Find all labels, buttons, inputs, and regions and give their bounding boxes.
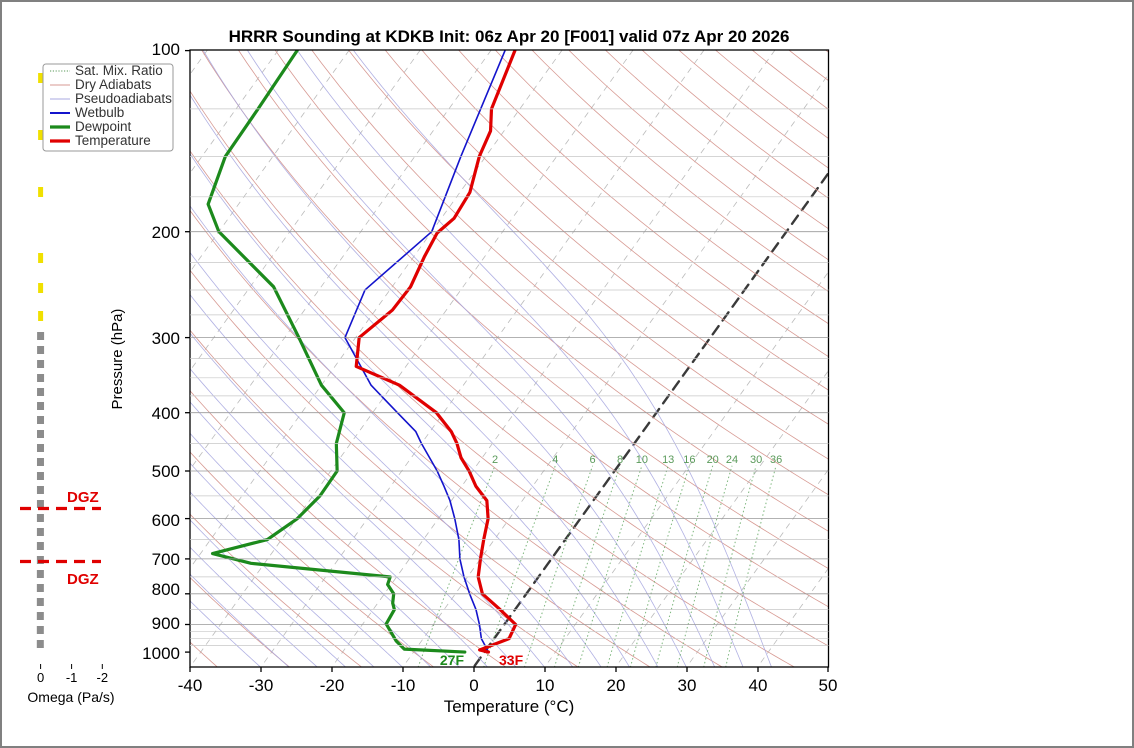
- svg-text:10: 10: [636, 454, 648, 466]
- svg-text:Pseudoadiabats: Pseudoadiabats: [75, 91, 172, 106]
- svg-text:700: 700: [152, 550, 180, 569]
- svg-text:200: 200: [152, 223, 180, 242]
- svg-text:27F: 27F: [440, 652, 465, 668]
- svg-text:Temperature: Temperature: [75, 133, 151, 148]
- svg-text:HRRR Sounding at KDKB Init: 06: HRRR Sounding at KDKB Init: 06z Apr 20 […: [229, 27, 790, 46]
- svg-text:-20: -20: [320, 676, 345, 695]
- svg-text:800: 800: [152, 580, 180, 599]
- svg-text:300: 300: [152, 329, 180, 348]
- svg-text:0: 0: [469, 676, 478, 695]
- svg-text:500: 500: [152, 462, 180, 481]
- svg-text:-30: -30: [249, 676, 274, 695]
- svg-text:Dry Adiabats: Dry Adiabats: [75, 77, 152, 92]
- svg-text:24: 24: [726, 454, 738, 466]
- svg-text:-1: -1: [66, 670, 78, 685]
- svg-text:16: 16: [683, 454, 695, 466]
- svg-text:4: 4: [552, 454, 558, 466]
- svg-text:1000: 1000: [142, 644, 180, 663]
- svg-text:6: 6: [590, 454, 596, 466]
- svg-text:Pressure (hPa): Pressure (hPa): [109, 309, 126, 410]
- svg-text:-40: -40: [178, 676, 203, 695]
- svg-text:DGZ: DGZ: [67, 489, 99, 506]
- svg-text:30: 30: [750, 454, 762, 466]
- svg-text:600: 600: [152, 511, 180, 530]
- svg-text:30: 30: [678, 676, 697, 695]
- svg-text:10: 10: [536, 676, 555, 695]
- svg-text:33F: 33F: [499, 652, 524, 668]
- svg-text:100: 100: [152, 40, 180, 59]
- svg-text:Sat. Mix. Ratio: Sat. Mix. Ratio: [75, 63, 163, 78]
- svg-text:8: 8: [617, 454, 623, 466]
- svg-text:DGZ: DGZ: [67, 571, 99, 588]
- svg-text:40: 40: [749, 676, 768, 695]
- svg-text:Omega (Pa/s): Omega (Pa/s): [27, 689, 114, 705]
- svg-text:-2: -2: [97, 670, 109, 685]
- svg-text:0: 0: [37, 670, 44, 685]
- svg-text:Temperature (°C): Temperature (°C): [444, 697, 575, 716]
- svg-text:400: 400: [152, 404, 180, 423]
- svg-text:20: 20: [707, 454, 719, 466]
- svg-text:20: 20: [607, 676, 626, 695]
- svg-text:13: 13: [662, 454, 674, 466]
- svg-text:50: 50: [819, 676, 838, 695]
- svg-text:36: 36: [770, 454, 782, 466]
- svg-text:900: 900: [152, 614, 180, 633]
- svg-text:Dewpoint: Dewpoint: [75, 119, 132, 134]
- svg-text:Wetbulb: Wetbulb: [75, 105, 124, 120]
- svg-text:2: 2: [492, 454, 498, 466]
- svg-text:-10: -10: [391, 676, 416, 695]
